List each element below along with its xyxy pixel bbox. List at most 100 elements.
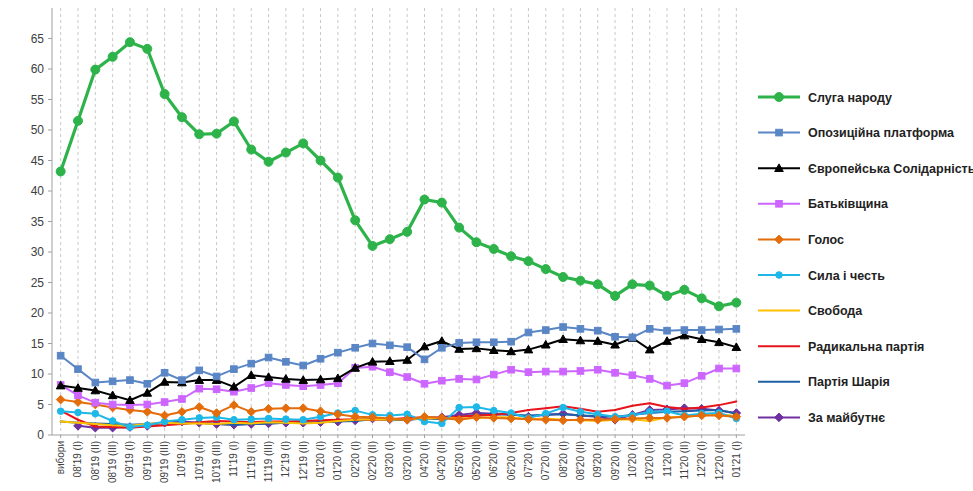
x-tick-label: 09'19 (III) <box>159 441 170 483</box>
marker <box>645 414 654 423</box>
grid-line <box>112 8 113 435</box>
x-axis-line <box>52 435 745 436</box>
series <box>57 324 739 387</box>
marker <box>681 380 688 387</box>
x-tick <box>285 435 286 438</box>
x-tick-label: 10'19 (II) <box>194 441 205 480</box>
x-tick <box>719 435 720 438</box>
marker <box>74 384 83 392</box>
marker <box>663 414 672 423</box>
legend-item: Радикальна партія <box>758 340 924 354</box>
marker <box>403 356 412 364</box>
point <box>337 421 339 423</box>
legend-marker <box>775 413 784 422</box>
marker <box>386 414 395 423</box>
marker <box>594 327 601 334</box>
y-tick <box>48 69 52 70</box>
marker <box>160 378 169 386</box>
marker <box>541 340 550 348</box>
y-tick <box>48 404 52 405</box>
x-tick <box>667 435 668 438</box>
marker <box>91 65 100 74</box>
marker <box>299 139 308 148</box>
marker <box>697 294 706 303</box>
y-tick <box>48 160 52 161</box>
x-tick <box>60 435 61 438</box>
marker <box>541 265 550 274</box>
point <box>320 421 322 423</box>
grid-line <box>337 8 338 435</box>
marker <box>126 396 135 404</box>
marker <box>316 407 325 416</box>
marker <box>732 343 741 351</box>
legend-swatch <box>758 310 800 312</box>
legend-item: Голос <box>758 233 844 247</box>
marker <box>628 280 637 289</box>
marker <box>369 340 376 347</box>
marker <box>524 345 533 353</box>
marker <box>438 337 447 345</box>
marker <box>560 324 567 331</box>
marker <box>317 355 324 362</box>
marker <box>524 415 533 424</box>
marker <box>178 408 187 417</box>
grid-line <box>303 8 304 435</box>
marker <box>680 412 689 421</box>
marker <box>229 117 238 126</box>
point <box>735 400 737 402</box>
marker <box>594 366 601 373</box>
x-tick <box>441 435 442 438</box>
y-tick-label: 25 <box>31 276 45 290</box>
x-tick <box>459 435 460 438</box>
marker <box>663 291 672 300</box>
grid-line <box>459 8 460 435</box>
marker <box>439 344 446 351</box>
x-tick-label: 03'20 (II) <box>402 441 413 480</box>
marker <box>490 339 497 346</box>
marker <box>577 326 584 333</box>
x-tick-label: 04'20 (II) <box>436 441 447 480</box>
marker <box>91 400 100 409</box>
x-tick <box>303 435 304 438</box>
grid-line <box>147 8 148 435</box>
legend-item: Партія Шарія <box>758 375 890 389</box>
marker <box>334 374 343 382</box>
marker <box>439 377 446 384</box>
grid-line <box>424 8 425 435</box>
marker <box>715 338 724 346</box>
point <box>94 425 96 427</box>
marker <box>335 349 342 356</box>
legend-item: Слуга народу <box>758 91 892 105</box>
marker <box>612 369 619 376</box>
marker <box>628 334 637 342</box>
x-tick <box>615 435 616 438</box>
marker <box>697 335 706 343</box>
x-tick <box>320 435 321 438</box>
x-tick <box>77 435 78 438</box>
x-tick <box>545 435 546 438</box>
marker <box>664 382 671 389</box>
legend-marker <box>775 164 784 172</box>
marker <box>179 377 186 384</box>
legend-label: Батьківщина <box>808 197 889 211</box>
x-tick-label: 10'19 (III) <box>211 441 222 483</box>
y-tick-label: 50 <box>31 123 45 137</box>
marker <box>57 408 64 415</box>
marker <box>473 339 480 346</box>
grid-line <box>285 8 286 435</box>
marker <box>577 409 584 416</box>
marker <box>473 376 480 383</box>
marker <box>525 329 532 336</box>
marker <box>420 412 429 421</box>
marker <box>316 156 325 165</box>
point <box>614 409 616 411</box>
point <box>216 423 218 425</box>
marker <box>732 412 741 421</box>
marker <box>697 411 706 420</box>
x-tick <box>355 435 356 438</box>
point <box>233 424 235 426</box>
grid-line <box>476 8 477 435</box>
x-tick-label: 02'20 (I) <box>350 441 361 477</box>
marker <box>421 380 428 387</box>
point <box>77 422 79 424</box>
